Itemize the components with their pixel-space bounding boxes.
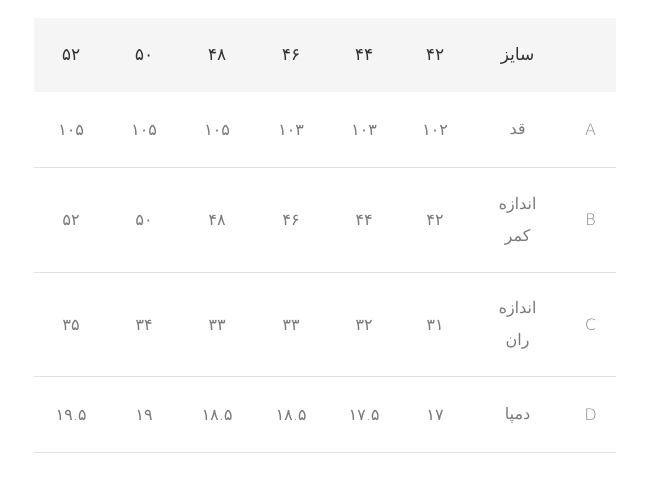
row-value: ۱۸.۵ — [201, 404, 233, 424]
header-corner — [565, 18, 616, 92]
row-measurement-name: قد — [509, 119, 526, 139]
header-size: ۵۲ — [61, 45, 81, 65]
table-row: A قد ۱۰۲ ۱۰۳ ۱۰۳ ۱۰۵ ۱۰۵ ۱۰۵ — [34, 92, 616, 167]
row-value: ۱۰۵ — [131, 119, 157, 139]
row-value: ۳۳ — [282, 314, 300, 334]
row-code: C — [584, 314, 597, 334]
row-measurement-name: دمپا — [504, 404, 531, 423]
row-value: ۱۰۳ — [278, 119, 304, 139]
table-row: C اندازه ران ۳۱ ۳۲ ۳۳ ۳۳ ۳۴ ۳۵ — [34, 272, 616, 376]
table-row: D دمپا ۱۷ ۱۷.۵ ۱۸.۵ ۱۸.۵ ۱۹ ۱۹.۵ — [34, 376, 616, 452]
table-row: B اندازه کمر ۴۲ ۴۴ ۴۶ ۴۸ ۵۰ ۵۲ — [34, 167, 616, 272]
header-size: ۴۸ — [207, 45, 227, 65]
row-measurement-name: اندازه ران — [498, 298, 537, 349]
row-value: ۱۹.۵ — [55, 404, 87, 424]
row-value: ۵۰ — [135, 210, 153, 229]
row-value: ۵۲ — [62, 210, 80, 229]
row-value: ۱۷ — [426, 404, 444, 424]
row-value: ۳۵ — [62, 314, 80, 334]
row-value: ۳۴ — [135, 314, 153, 334]
header-size: ۴۲ — [425, 45, 445, 65]
row-value: ۱۰۵ — [204, 119, 230, 139]
row-code: D — [584, 404, 597, 424]
row-value: ۳۱ — [426, 314, 444, 334]
row-value: ۱۰۳ — [351, 119, 377, 139]
header-row: سایز ۴۲ ۴۴ ۴۶ ۴۸ ۵۰ ۵۲ — [34, 18, 616, 92]
header-size: ۴۴ — [354, 45, 374, 65]
row-value: ۴۶ — [282, 210, 300, 229]
row-value: ۱۰۵ — [58, 119, 84, 139]
row-value: ۴۴ — [355, 210, 373, 229]
row-value: ۱۸.۵ — [275, 404, 307, 424]
header-size-label: سایز — [500, 45, 535, 65]
header-size: ۴۶ — [281, 45, 301, 65]
row-value: ۱۹ — [135, 404, 153, 424]
row-code: A — [585, 119, 596, 139]
row-value: ۱۰۲ — [422, 119, 448, 139]
row-value: ۴۸ — [208, 210, 226, 229]
header-size: ۵۰ — [134, 45, 154, 65]
size-table: سایز ۴۲ ۴۴ ۴۶ ۴۸ ۵۰ ۵۲ A قد ۱۰۲ ۱۰۳ ۱۰۳ ۱۰۵ ۱۰… — [34, 18, 616, 453]
row-code: B — [585, 210, 596, 229]
row-measurement-name: اندازه کمر — [498, 193, 537, 245]
row-value: ۱۷.۵ — [348, 404, 380, 424]
row-value: ۴۲ — [426, 210, 444, 229]
row-value: ۳۲ — [355, 314, 373, 334]
row-value: ۳۳ — [208, 314, 226, 334]
